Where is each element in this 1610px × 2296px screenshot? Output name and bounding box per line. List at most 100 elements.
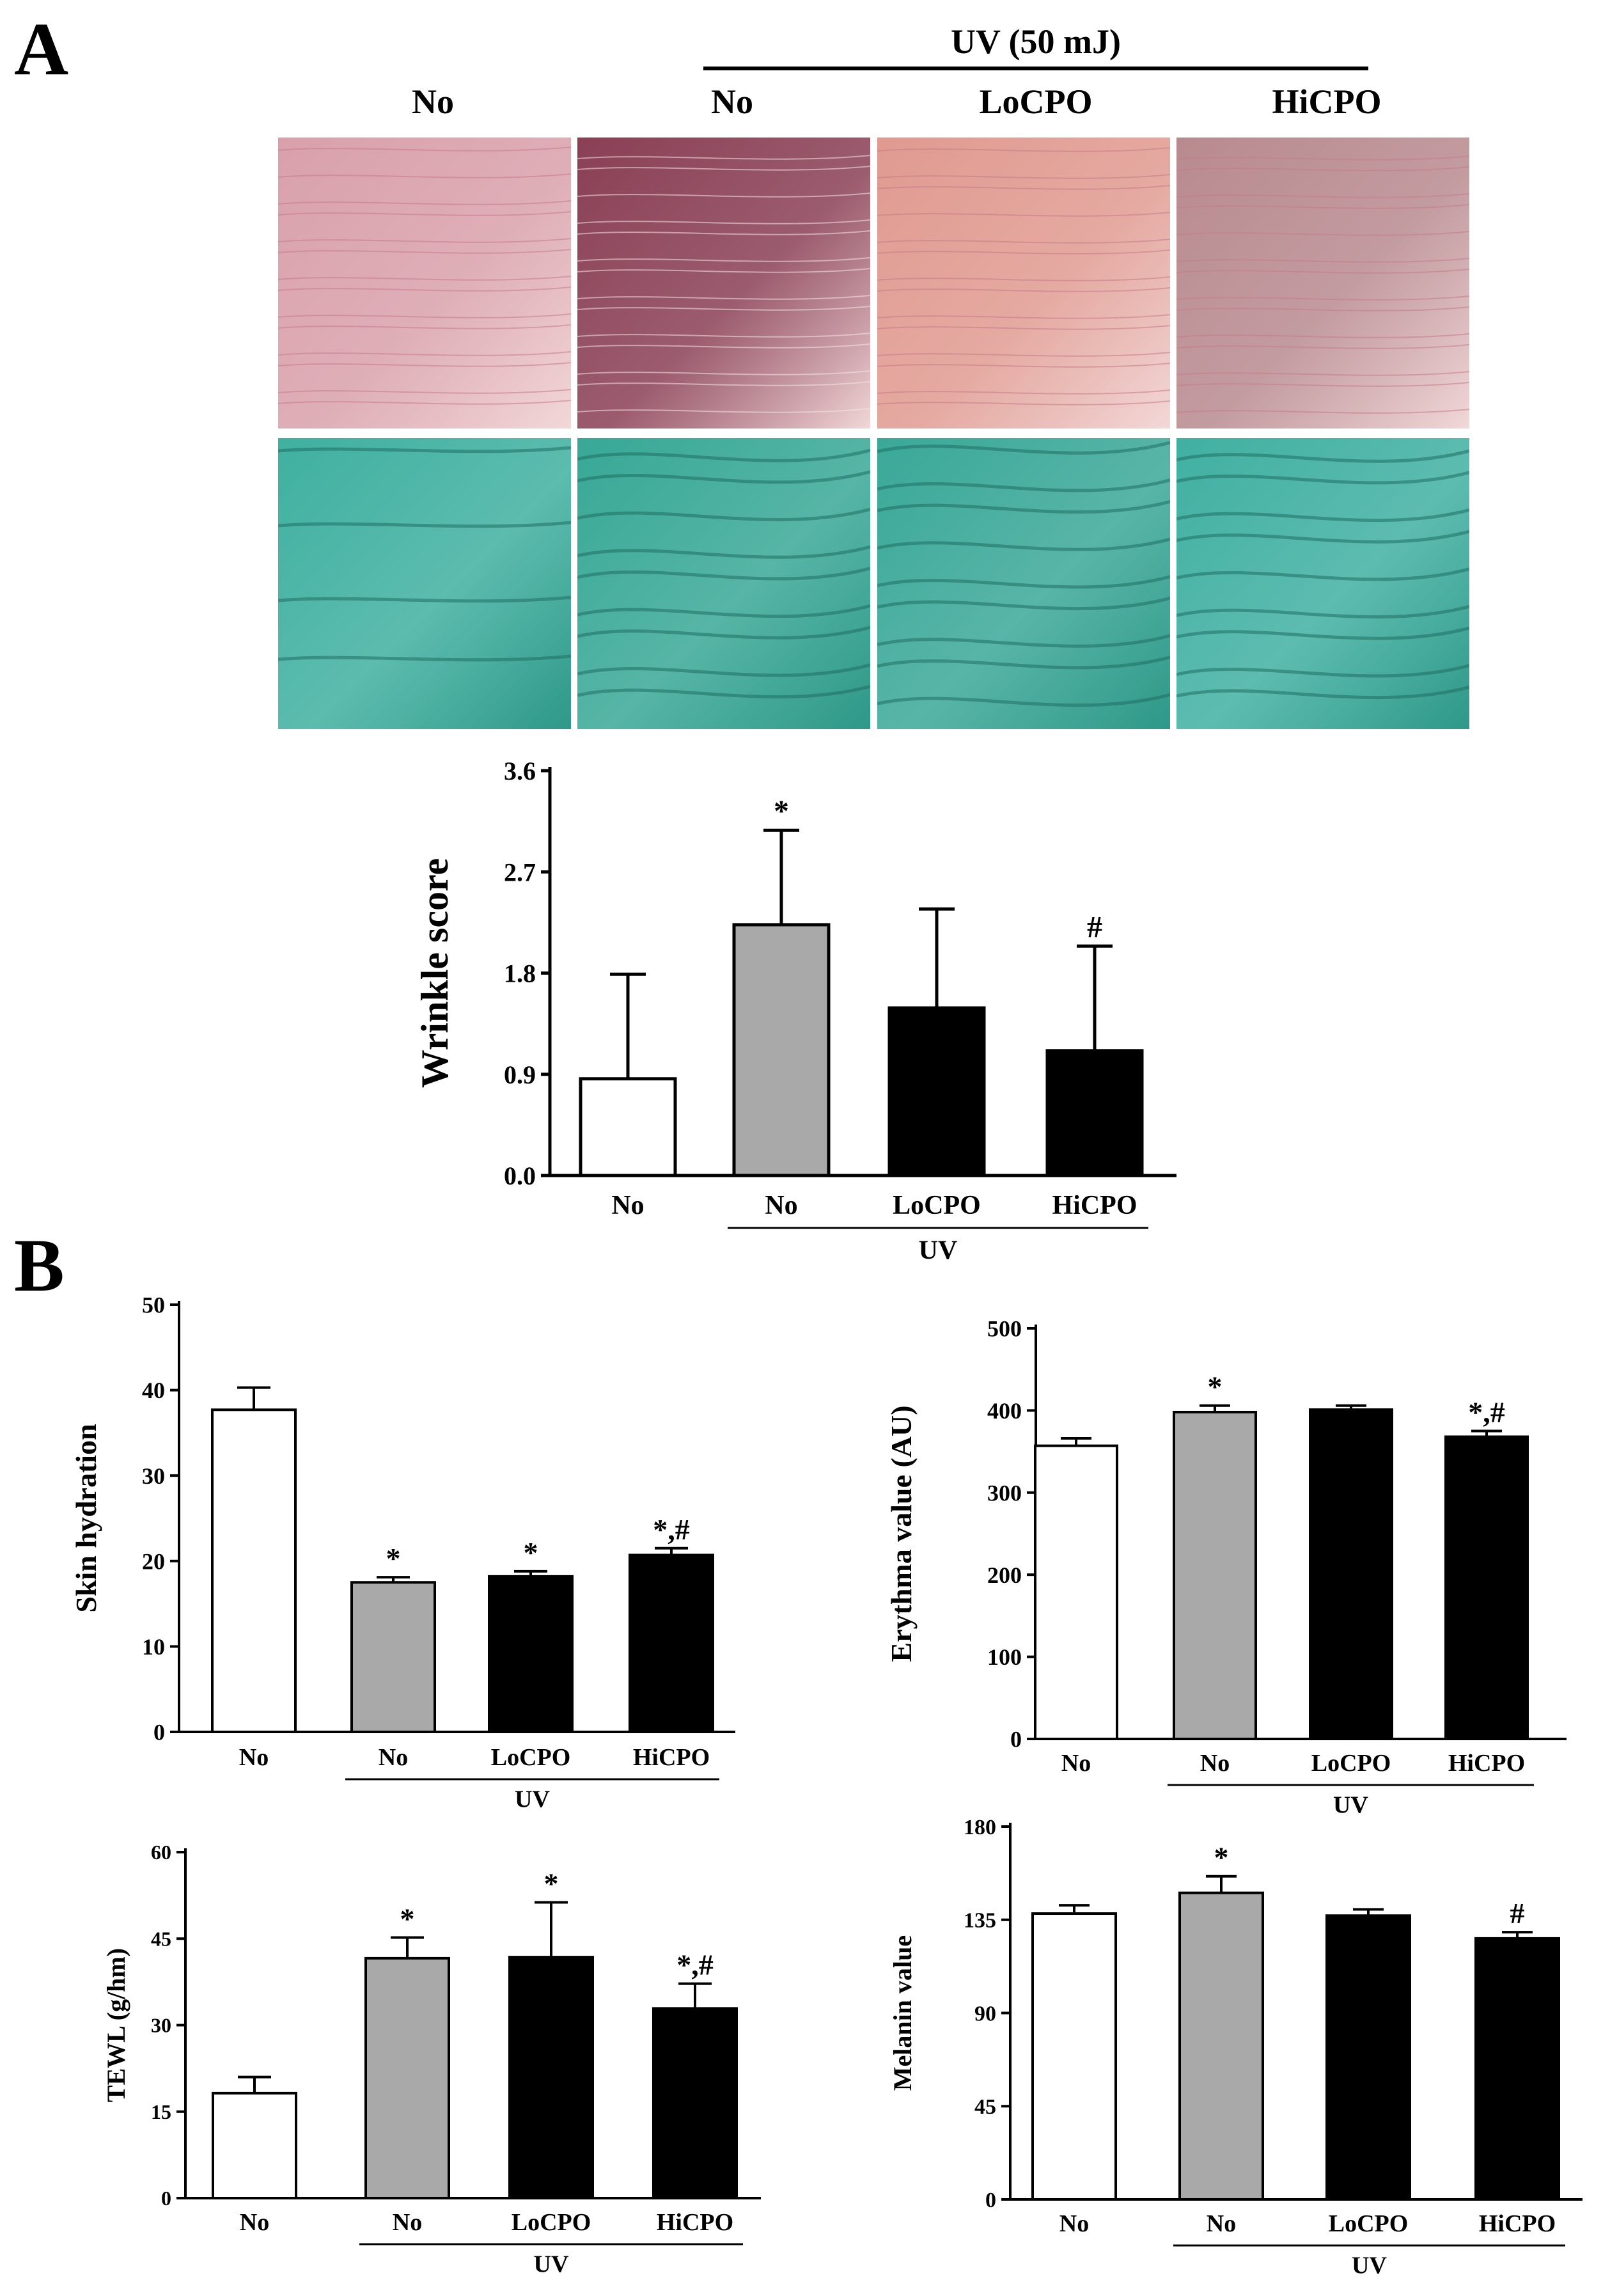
category-label: No	[765, 1191, 797, 1220]
bar	[488, 1575, 574, 1733]
skin-replica-photo	[877, 438, 1170, 729]
column-label-uv-no: No	[711, 83, 753, 121]
category-label: No	[611, 1191, 644, 1220]
category-label: No	[393, 2209, 422, 2236]
bar	[1045, 1049, 1144, 1177]
category-label: HiCPO	[633, 1744, 710, 1771]
bar	[1034, 1444, 1118, 1740]
bar	[1031, 1912, 1117, 2201]
y-axis-label: Skin hydration	[70, 1424, 102, 1612]
y-tick-label: 20	[142, 1548, 165, 1574]
y-tick-label: 100	[987, 1644, 1022, 1670]
significance-marker: *	[400, 1902, 415, 1935]
significance-marker: *	[1208, 1371, 1223, 1403]
skin-photo	[1176, 138, 1469, 429]
column-label-locpo: LoCPO	[979, 83, 1093, 121]
y-tick-label: 45	[974, 2095, 996, 2119]
panel-b-label: B	[14, 1223, 65, 1307]
bar	[732, 923, 831, 1177]
bar	[1173, 1410, 1257, 1741]
wrinkle-score-chart: 0.0 0.9 1.8 2.7 3.6 Wrinkle score No * No LoCPO # H…	[414, 757, 1176, 1265]
y-tick-label: 180	[964, 1816, 996, 1839]
skin-replica-photo	[278, 438, 571, 729]
bar	[364, 1956, 450, 2199]
y-tick-label: 0	[985, 2189, 996, 2212]
group-label: UV	[1333, 1792, 1368, 1819]
y-tick-label: 135	[964, 1909, 996, 1933]
skin-replica-photo	[577, 438, 870, 729]
category-label: LoCPO	[512, 2209, 591, 2236]
significance-marker: *,#	[1468, 1396, 1505, 1429]
significance-marker: *,#	[653, 1513, 690, 1546]
skin-hydration-chart: 0 10 20 30 40 50 Skin hydration No * No * LoCPO *,# H…	[70, 1293, 735, 1813]
y-tick-label: 0.0	[504, 1161, 536, 1190]
significance-marker: *	[774, 794, 789, 828]
bar	[211, 1408, 297, 1733]
y-tick-label: 30	[151, 2014, 171, 2037]
y-tick-label: 40	[142, 1378, 165, 1403]
uv-header: UV (50 mJ)	[951, 22, 1121, 61]
significance-marker: *	[1214, 1841, 1229, 1874]
tewl-chart: 0 15 30 45 60 TEWL (g/hm) No * No * LoCPO *,# HiCPO U…	[102, 1841, 761, 2278]
significance-marker: #	[1087, 910, 1102, 944]
erythma-value-chart: 0 100 200 300 400 500 Erythma value (AU) No * No L…	[885, 1316, 1567, 1819]
category-label: LoCPO	[491, 1744, 571, 1771]
uv-header-line	[703, 67, 1368, 70]
y-tick-label: 0.9	[504, 1060, 536, 1089]
group-label: UV	[515, 1786, 550, 1813]
bar	[1325, 1914, 1411, 2201]
skin-photo	[577, 138, 870, 429]
bar	[508, 1956, 594, 2199]
y-tick-label: 500	[987, 1316, 1022, 1342]
y-tick-label: 45	[151, 1927, 171, 1950]
category-label: LoCPO	[1329, 2210, 1409, 2237]
bar	[652, 2007, 738, 2199]
bar	[1474, 1937, 1560, 2201]
y-tick-label: 300	[987, 1480, 1022, 1506]
category-label: HiCPO	[657, 2209, 733, 2236]
melanin-value-chart: 0 45 90 135 180 Melanin value No * No LoCPO # HiCPO…	[888, 1816, 1583, 2279]
y-axis-label: Melanin value	[888, 1935, 917, 2091]
bar	[629, 1553, 714, 1733]
category-label: HiCPO	[1052, 1191, 1137, 1220]
category-label: No	[1059, 2210, 1089, 2237]
category-label: No	[1207, 2210, 1236, 2237]
category-label: No	[379, 1744, 408, 1771]
panel-a-label: A	[14, 7, 69, 91]
significance-marker: *,#	[676, 1949, 714, 1981]
bar	[350, 1581, 436, 1734]
y-tick-label: 0	[1010, 1727, 1022, 1752]
category-label: No	[239, 1744, 269, 1771]
y-axis-label: Erythma value (AU)	[885, 1405, 918, 1662]
significance-marker: *	[386, 1542, 401, 1575]
group-label: UV	[534, 2251, 569, 2278]
significance-marker: *	[524, 1536, 538, 1569]
bar	[579, 1077, 677, 1177]
bar	[1178, 1891, 1264, 2201]
category-label: No	[240, 2209, 269, 2236]
bar	[1309, 1408, 1393, 1740]
y-tick-label: 0	[153, 1720, 165, 1745]
category-label: No	[1200, 1750, 1230, 1777]
y-axis-label: Wrinkle score	[414, 858, 456, 1088]
y-tick-label: 200	[987, 1562, 1022, 1588]
y-tick-label: 10	[142, 1634, 165, 1660]
column-label-control: No	[412, 83, 454, 121]
category-label: No	[1061, 1750, 1091, 1777]
column-label-hicpo: HiCPO	[1272, 83, 1382, 121]
group-label: UV	[1352, 2253, 1387, 2279]
bar	[887, 1006, 986, 1177]
y-tick-label: 60	[151, 1841, 171, 1864]
category-label: HiCPO	[1479, 2210, 1556, 2237]
y-tick-label: 90	[974, 2002, 996, 2025]
y-tick-label: 400	[987, 1398, 1022, 1424]
y-tick-label: 50	[142, 1293, 165, 1318]
y-tick-label: 30	[142, 1463, 165, 1489]
bar	[1444, 1435, 1529, 1740]
category-label: HiCPO	[1448, 1750, 1525, 1777]
y-tick-label: 15	[151, 2100, 171, 2123]
y-tick-label: 0	[161, 2187, 171, 2210]
category-label: LoCPO	[893, 1191, 981, 1220]
y-axis-label: TEWL (g/hm)	[102, 1948, 130, 2102]
y-tick-label: 2.7	[504, 858, 536, 886]
